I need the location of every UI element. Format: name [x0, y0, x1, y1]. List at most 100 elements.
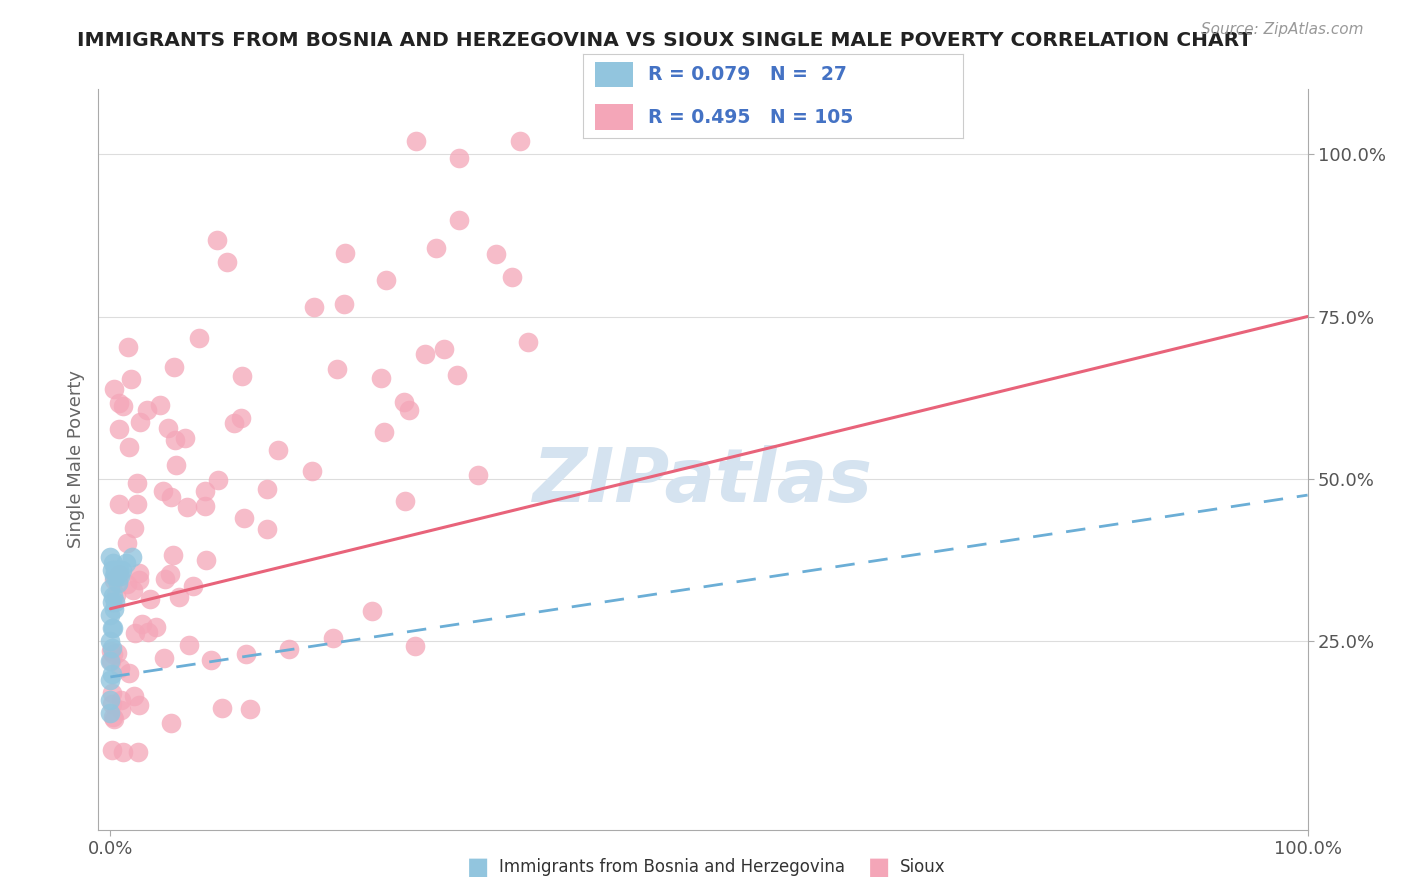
- Point: [211, 701, 233, 715]
- Text: ZIPatlas: ZIPatlas: [533, 445, 873, 518]
- Point: [149, 398, 172, 412]
- Point: [108, 566, 131, 581]
- Point: [139, 592, 162, 607]
- Point: [111, 563, 134, 577]
- Point: [118, 440, 141, 454]
- Point: [100, 640, 122, 655]
- Point: [128, 566, 150, 580]
- Point: [165, 458, 187, 473]
- Point: [117, 340, 139, 354]
- Point: [108, 569, 131, 583]
- Point: [256, 522, 278, 536]
- Point: [194, 483, 217, 498]
- Point: [100, 743, 122, 757]
- Point: [165, 434, 187, 448]
- Point: [100, 644, 122, 658]
- Point: [361, 604, 384, 618]
- Point: [333, 245, 356, 260]
- Point: [136, 403, 159, 417]
- Point: [392, 395, 415, 409]
- Point: [181, 578, 204, 592]
- Point: [100, 549, 122, 564]
- Point: [101, 621, 124, 635]
- Point: [446, 368, 468, 383]
- Point: [100, 634, 122, 648]
- Point: [405, 134, 427, 148]
- Bar: [595, 104, 633, 130]
- Point: [100, 563, 122, 577]
- Point: [104, 563, 127, 577]
- Point: [162, 548, 184, 562]
- Text: R = 0.495   N = 105: R = 0.495 N = 105: [648, 108, 853, 127]
- Point: [177, 639, 200, 653]
- Point: [100, 654, 122, 668]
- Point: [103, 382, 125, 396]
- Point: [100, 654, 122, 668]
- Point: [173, 431, 195, 445]
- Point: [215, 255, 238, 269]
- Point: [117, 536, 139, 550]
- Point: [145, 619, 167, 633]
- Point: [194, 500, 217, 514]
- Point: [128, 698, 150, 713]
- Bar: [595, 62, 633, 87]
- Point: [516, 335, 538, 350]
- Point: [194, 553, 217, 567]
- Point: [301, 464, 323, 478]
- Point: [302, 300, 325, 314]
- Point: [333, 297, 356, 311]
- Point: [108, 498, 131, 512]
- Point: [509, 134, 531, 148]
- Point: [100, 673, 122, 688]
- Point: [394, 494, 416, 508]
- Point: [107, 563, 129, 577]
- Point: [127, 745, 149, 759]
- Point: [485, 247, 508, 261]
- Point: [200, 653, 222, 667]
- Point: [176, 500, 198, 514]
- Point: [136, 624, 159, 639]
- Point: [103, 574, 125, 588]
- Point: [103, 713, 125, 727]
- Point: [231, 369, 253, 384]
- Point: [104, 595, 127, 609]
- Point: [433, 343, 456, 357]
- Point: [122, 583, 145, 598]
- Point: [108, 661, 131, 675]
- Point: [370, 370, 392, 384]
- Point: [160, 716, 183, 731]
- Point: [101, 556, 124, 570]
- Point: [501, 270, 523, 285]
- Point: [111, 399, 134, 413]
- Point: [404, 640, 426, 654]
- Text: IMMIGRANTS FROM BOSNIA AND HERZEGOVINA VS SIOUX SINGLE MALE POVERTY CORRELATION : IMMIGRANTS FROM BOSNIA AND HERZEGOVINA V…: [77, 31, 1253, 50]
- Point: [104, 588, 127, 602]
- Point: [101, 686, 124, 700]
- Point: [157, 421, 180, 435]
- Point: [131, 616, 153, 631]
- Point: [153, 651, 176, 665]
- Point: [231, 411, 253, 425]
- Point: [373, 425, 395, 439]
- Point: [467, 467, 489, 482]
- Point: [120, 371, 142, 385]
- Point: [107, 575, 129, 590]
- Point: [100, 706, 122, 720]
- Point: [100, 608, 122, 623]
- Point: [107, 396, 129, 410]
- Point: [121, 549, 143, 564]
- Point: [110, 692, 132, 706]
- Text: ■: ■: [467, 855, 489, 879]
- Point: [103, 569, 125, 583]
- Point: [447, 212, 470, 227]
- Point: [267, 442, 290, 457]
- Text: R = 0.079   N =  27: R = 0.079 N = 27: [648, 65, 846, 84]
- Point: [127, 475, 149, 490]
- Point: [125, 498, 148, 512]
- Point: [152, 483, 174, 498]
- Text: ■: ■: [868, 855, 890, 879]
- Point: [124, 689, 146, 703]
- Point: [447, 151, 470, 165]
- Point: [108, 422, 131, 436]
- Point: [415, 346, 437, 360]
